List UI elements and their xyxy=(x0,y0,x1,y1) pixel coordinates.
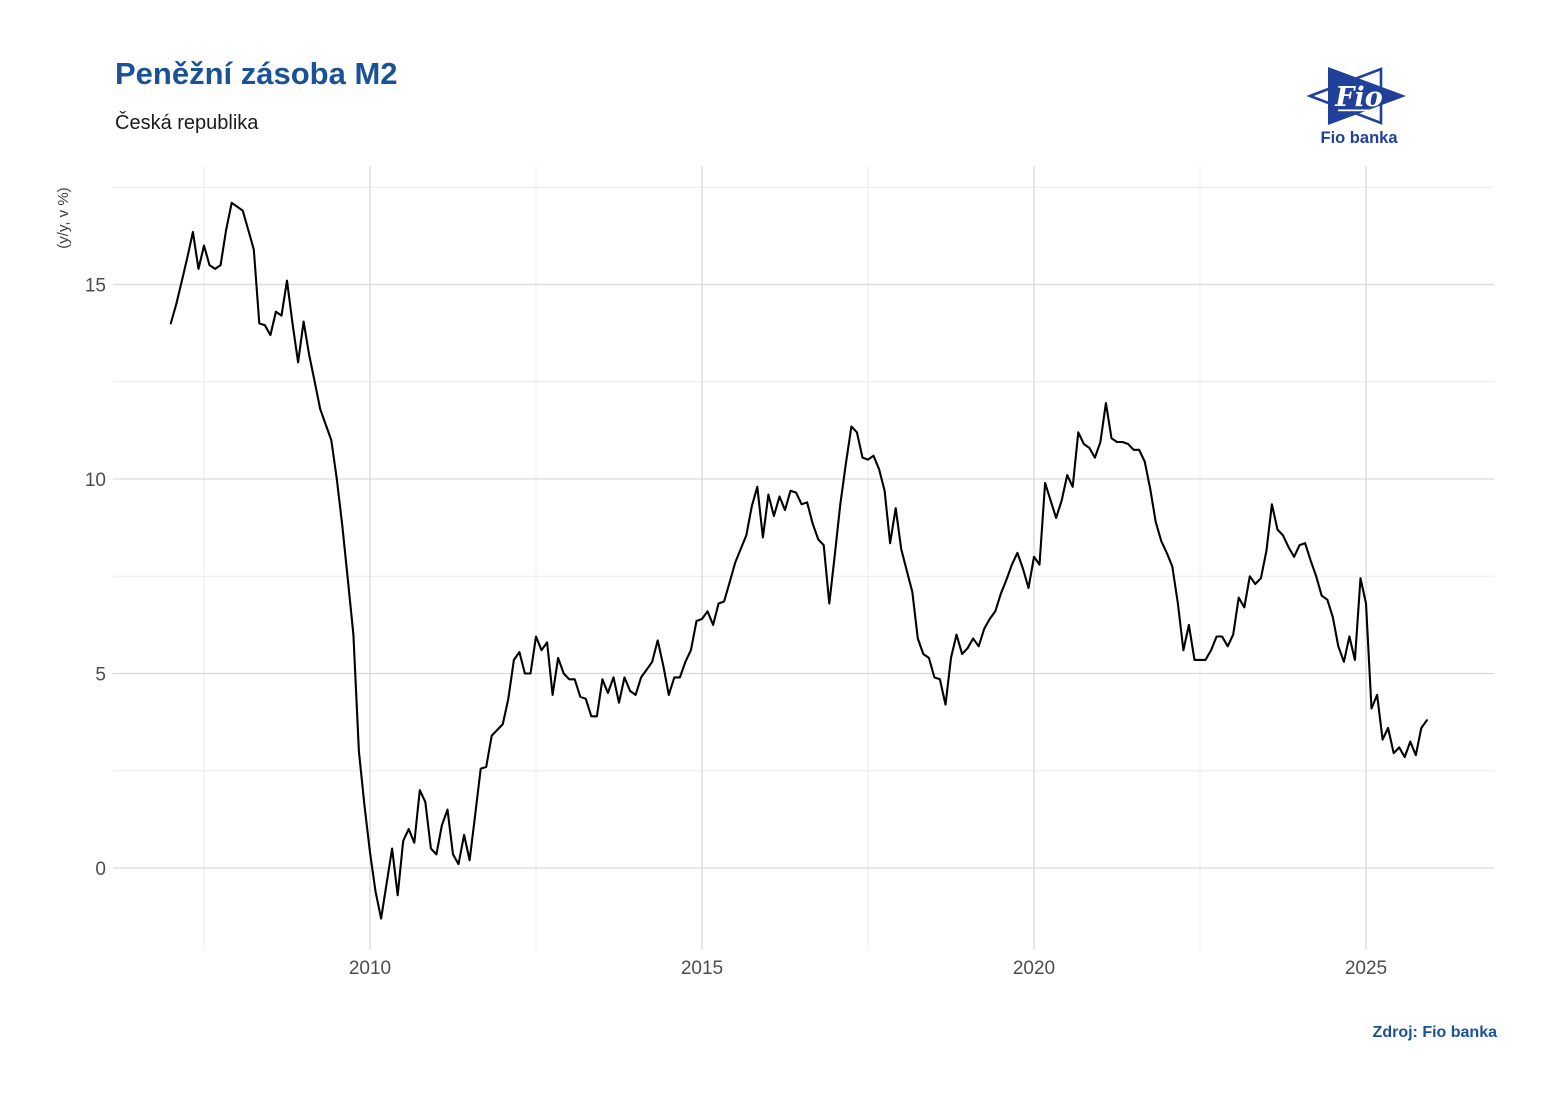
x-axis-tick-label: 2020 xyxy=(1013,958,1055,979)
logo-caption: Fio banka xyxy=(1320,129,1398,147)
fio-logo-graphic: Fio Fio banka xyxy=(1306,67,1406,147)
y-axis-title: (y/y, v %) xyxy=(55,187,72,248)
gridlines-major xyxy=(113,166,1494,950)
axis-tick-labels: 2010 2015 2020 2025 0 5 10 15 xyxy=(85,276,1387,980)
y-axis-tick-label: 0 xyxy=(95,859,106,880)
fio-banka-logo: Fio Fio banka xyxy=(1296,48,1426,153)
x-axis-tick-label: 2015 xyxy=(681,958,723,979)
logo-fio-text: Fio xyxy=(1334,82,1382,113)
source-note: Zdroj: Fio banka xyxy=(1372,1024,1497,1041)
x-axis-tick-label: 2025 xyxy=(1345,958,1387,979)
y-axis-tick-label: 15 xyxy=(85,276,106,297)
x-axis-tick-label: 2010 xyxy=(349,958,391,979)
m2-series-line xyxy=(169,201,1428,920)
y-axis-tick-label: 5 xyxy=(95,665,106,686)
y-axis-tick-label: 10 xyxy=(85,470,106,491)
chart-subtitle: Česká republika xyxy=(115,112,259,134)
gridlines-minor xyxy=(113,166,1494,950)
logo-underline xyxy=(1338,109,1378,112)
chart-title: Peněžní zásoba M2 xyxy=(115,56,398,91)
